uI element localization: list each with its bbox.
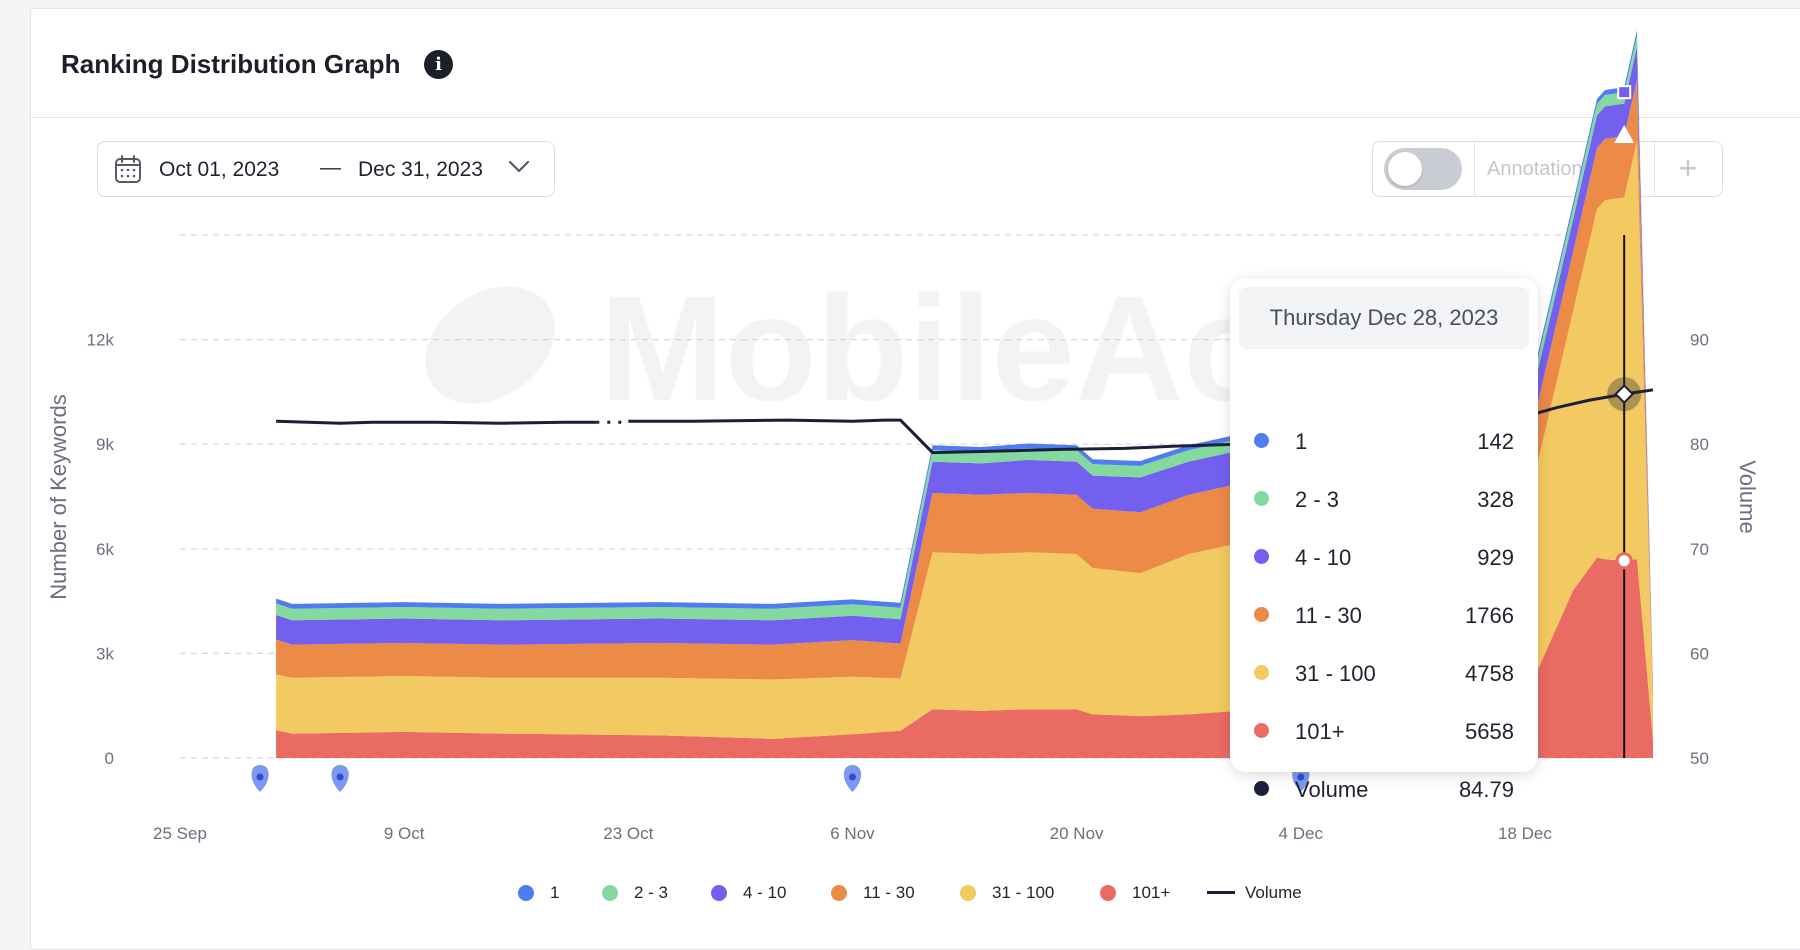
tooltip-row-31-100: 31 - 100 4758	[1230, 652, 1538, 692]
watermark-logo	[425, 286, 555, 404]
annotations-toggle[interactable]	[1384, 148, 1462, 190]
tooltip-label: 4 - 10	[1295, 545, 1352, 570]
legend-dot	[711, 885, 727, 901]
axes-layer: 0 3k 6k 9k 12k 50 60 70 80 90 25 Sep 9 Oct 23 Oct 6 N…	[46, 331, 1760, 843]
divider	[1474, 142, 1475, 196]
tooltip-label: 1	[1295, 429, 1308, 454]
series-dot	[1254, 549, 1269, 564]
x-tick-label: 23 Oct	[603, 824, 653, 843]
tooltip-value: 4758	[1465, 661, 1514, 686]
hover-marker-11-30	[1614, 124, 1635, 143]
y-tick-label: 12k	[87, 331, 115, 350]
chart-legend: 1 2 - 3 4 - 10 11 - 30 31 - 100 101+ Vol…	[0, 878, 1800, 908]
tooltip-label: 2 - 3	[1295, 487, 1340, 512]
series-dot	[1254, 723, 1269, 738]
area-series-4-10	[276, 46, 1654, 696]
calendar-icon	[115, 155, 141, 183]
card-header: Ranking Distribution Graph i	[31, 9, 1800, 118]
x-tick-label: 4 Dec	[1279, 824, 1324, 843]
tooltip-label: 11 - 30	[1295, 603, 1362, 628]
legend-label: 31 - 100	[992, 883, 1055, 902]
tooltip-label: 31 - 100	[1295, 661, 1376, 686]
y2-tick-label: 60	[1690, 644, 1709, 663]
series-dot	[1254, 607, 1269, 622]
add-annotation-button[interactable]: +	[1678, 150, 1698, 186]
x-tick-label: 9 Oct	[384, 824, 425, 843]
legend-dot	[1100, 885, 1116, 901]
legend-dot	[960, 885, 976, 901]
date-range-picker[interactable]: Oct 01, 2023 — Dec 31, 2023	[97, 141, 555, 197]
tooltip-row-4-10: 4 - 10 929	[1230, 536, 1538, 576]
x-tick-label: 6 Nov	[830, 824, 875, 843]
tooltip-row-1: 1 142	[1230, 420, 1538, 460]
legend-dot	[602, 885, 618, 901]
legend-label: Volume	[1245, 883, 1302, 902]
tooltip-row-11-30: 11 - 30 1766	[1230, 594, 1538, 634]
y-tick-label: 6k	[96, 540, 114, 559]
annotation-pins-layer[interactable]	[251, 765, 1310, 792]
y-tick-label: 9k	[96, 435, 114, 454]
tooltip-value: 5658	[1465, 719, 1514, 744]
series-dot	[1254, 781, 1269, 796]
tooltip-row-2-3: 2 - 3 328	[1230, 478, 1538, 518]
y2-tick-label: 70	[1690, 540, 1709, 559]
volume-line	[276, 419, 597, 425]
hover-marker-4-10	[1617, 85, 1632, 100]
y-tick-label: 3k	[96, 644, 114, 663]
y-axis-title: Number of Keywords	[46, 394, 71, 599]
legend-line	[1207, 891, 1235, 894]
watermark-layer: MobileActi	[425, 264, 1358, 432]
series-dot	[1254, 491, 1269, 506]
legend-label: 2 - 3	[634, 883, 669, 902]
series-dot	[1254, 665, 1269, 680]
legend-dot	[518, 885, 534, 901]
hover-layer	[1607, 85, 1642, 758]
tooltip-value: 142	[1477, 429, 1514, 454]
tooltip-row-volume: Volume 84.79	[1230, 768, 1538, 808]
y2-axis-title: Volume	[1735, 460, 1760, 533]
date-separator: —	[320, 156, 341, 179]
y2-tick-label: 90	[1690, 331, 1709, 350]
legend-label: 101+	[1132, 883, 1171, 902]
tooltip-label: Volume	[1295, 777, 1369, 802]
y2-tick-label: 50	[1690, 749, 1709, 768]
legend-dot	[831, 885, 847, 901]
info-icon[interactable]: i	[424, 50, 453, 79]
tooltip-value: 84.79	[1458, 777, 1514, 802]
tooltip-value: 328	[1477, 487, 1514, 512]
y-tick-label: 0	[105, 749, 114, 768]
divider	[1654, 142, 1655, 196]
x-tick-label: 20 Nov	[1050, 824, 1104, 843]
tooltip-value: 1766	[1465, 603, 1514, 628]
annotation-pin[interactable]	[843, 765, 862, 792]
y2-tick-label: 80	[1690, 435, 1709, 454]
hover-marker-101-plus	[1615, 552, 1633, 570]
date-end: Dec 31, 2023	[358, 158, 483, 181]
tooltip-label: 101+	[1295, 719, 1345, 744]
annotation-pin[interactable]	[251, 765, 269, 792]
chart-tooltip: Thursday Dec 28, 2023 1 142 2 - 3 328 4 - 1…	[1230, 278, 1538, 802]
tooltip-date: Thursday Dec 28, 2023	[1239, 287, 1529, 349]
legend-label: 11 - 30	[863, 883, 915, 902]
date-start: Oct 01, 2023	[159, 158, 280, 181]
series-dot	[1254, 433, 1269, 448]
legend-label: 1	[550, 883, 560, 902]
tooltip-row-101-: 101+ 5658	[1230, 710, 1538, 750]
legend-label: 4 - 10	[743, 883, 787, 902]
hover-marker-volume	[1614, 384, 1635, 404]
x-tick-label: 18 Dec	[1498, 824, 1552, 843]
x-tick-label: 25 Sep	[153, 824, 207, 843]
card-title: Ranking Distribution Graph	[61, 49, 401, 79]
annotation-pin[interactable]	[331, 765, 349, 792]
chevron-down-icon	[508, 160, 530, 173]
volume-layer	[276, 388, 1654, 455]
volume-line	[628, 388, 1654, 455]
toggle-knob	[1388, 152, 1422, 186]
tooltip-value: 929	[1477, 545, 1514, 570]
